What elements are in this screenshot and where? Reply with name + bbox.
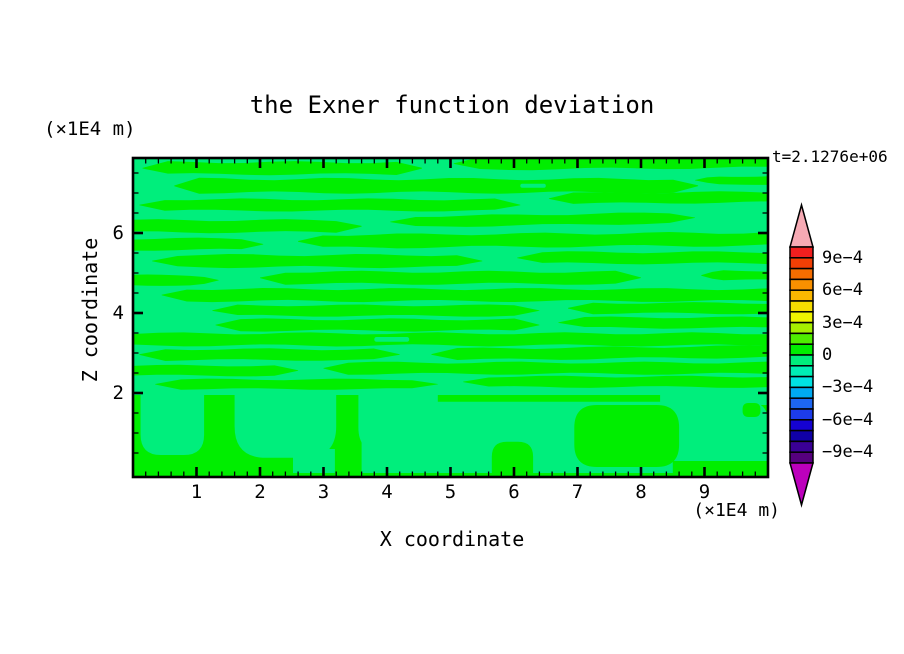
colorbar-tick-label: 0 <box>822 345 833 365</box>
positive-contour-stripe <box>390 212 695 227</box>
colorbar-segment <box>789 429 814 443</box>
colorbar-segment <box>789 451 814 464</box>
z-tick-label: 4 <box>112 302 124 324</box>
positive-contour-stripe <box>463 375 768 388</box>
colorbar <box>789 202 814 508</box>
positive-contour-stripe <box>215 318 540 332</box>
positive-contour-stripe <box>155 378 438 390</box>
positive-contour-stripe <box>212 304 540 317</box>
positive-contour-stripe <box>568 302 768 315</box>
positive-contour-stripe <box>174 177 699 194</box>
z-tick-label: 2 <box>112 382 124 404</box>
colorbar-tick-label: 9e−4 <box>822 247 863 268</box>
positive-contour-stripe <box>139 198 521 212</box>
positive-contour-stripe <box>133 364 299 377</box>
positive-contour-stripe <box>161 288 768 303</box>
positive-contour-stripe <box>133 219 362 234</box>
positive-contour-stripe <box>517 251 768 265</box>
negative-contour-column <box>358 395 438 453</box>
x-tick-label: 5 <box>444 481 457 503</box>
positive-contour-stripe <box>558 316 768 329</box>
negative-contour-hole <box>374 337 410 342</box>
x-tick-label: 8 <box>635 481 647 503</box>
colorbar-segment <box>789 354 814 367</box>
negative-contour-column <box>660 389 768 405</box>
negative-contour-column <box>140 395 205 455</box>
positive-contour-blob <box>491 441 534 473</box>
colorbar-segment <box>789 365 814 378</box>
colorbar-segment <box>789 386 814 399</box>
z-tick-label: 6 <box>112 222 124 244</box>
colorbar-tick-label: 3e−4 <box>822 312 863 333</box>
colorbar-segment <box>789 440 814 453</box>
colorbar-segment <box>789 246 814 259</box>
positive-contour-stripe <box>139 348 400 361</box>
x-tick-label: 9 <box>698 481 711 503</box>
positive-contour-stripe <box>133 274 219 286</box>
positive-contour-stripe <box>142 161 422 176</box>
colorbar-segment <box>789 289 814 302</box>
positive-contour-stripe <box>695 176 768 185</box>
contour-plot-area <box>131 156 770 479</box>
x-tick-label: 4 <box>381 481 393 503</box>
colorbar-segment <box>789 343 814 356</box>
positive-contour-stripe <box>431 345 768 360</box>
x-tick-label: 2 <box>254 481 266 503</box>
negative-contour-hole <box>520 183 546 188</box>
contour-field <box>133 158 768 477</box>
plot-frame <box>131 156 770 479</box>
colorbar-segment <box>789 408 814 421</box>
positive-contour-stripe <box>298 231 768 249</box>
chart-title: the Exner function deviation <box>249 91 655 119</box>
colorbar-segment <box>789 375 814 389</box>
colorbar-tick-label: −3e−4 <box>822 377 874 398</box>
positive-contour-stripe <box>548 191 768 204</box>
positive-contour-stripe <box>260 270 641 285</box>
positive-contour-blob <box>672 461 768 473</box>
negative-contour-column <box>293 449 335 473</box>
colorbar-segment <box>789 311 814 324</box>
x-tick-label: 3 <box>317 481 330 503</box>
positive-contour-stripe <box>701 270 768 281</box>
positive-contour-stripe <box>133 237 264 251</box>
axis-ticks <box>133 158 768 477</box>
colorbar-tick-label: 6e−4 <box>822 280 863 301</box>
colorbar-segment <box>789 397 814 410</box>
colorbar-segment <box>789 257 814 270</box>
colorbar-segment <box>789 300 814 313</box>
colorbar-tick-label: −6e−4 <box>822 409 874 430</box>
positive-contour-stripe <box>152 254 483 269</box>
x-tick-label: 7 <box>571 481 584 503</box>
colorbar-under-arrow <box>789 462 814 508</box>
positive-contour-blob <box>574 405 680 467</box>
colorbar-segment <box>789 419 814 432</box>
colorbar-segment <box>789 321 814 335</box>
colorbar-tick-label: −9e−4 <box>822 442 874 463</box>
negative-contour-column <box>234 395 337 458</box>
positive-contour-stripe <box>133 332 768 347</box>
time-stamp-label: t=2.1276e+06 <box>772 147 888 166</box>
x-tick-label: 1 <box>190 481 203 503</box>
colorbar-segment <box>789 332 814 345</box>
colorbar-segment <box>789 267 814 281</box>
x-tick-label: 6 <box>508 481 520 503</box>
x-axis-title: X coordinate <box>379 527 525 551</box>
colorbar-over-arrow <box>789 202 814 248</box>
colorbar-segment <box>789 278 814 291</box>
positive-contour-blob <box>742 403 761 417</box>
z-axis-unit-label: (×1E4 m) <box>44 118 136 140</box>
x-axis-unit-label: (×1E4 m) <box>693 500 780 521</box>
positive-contour-stripe <box>323 361 768 375</box>
